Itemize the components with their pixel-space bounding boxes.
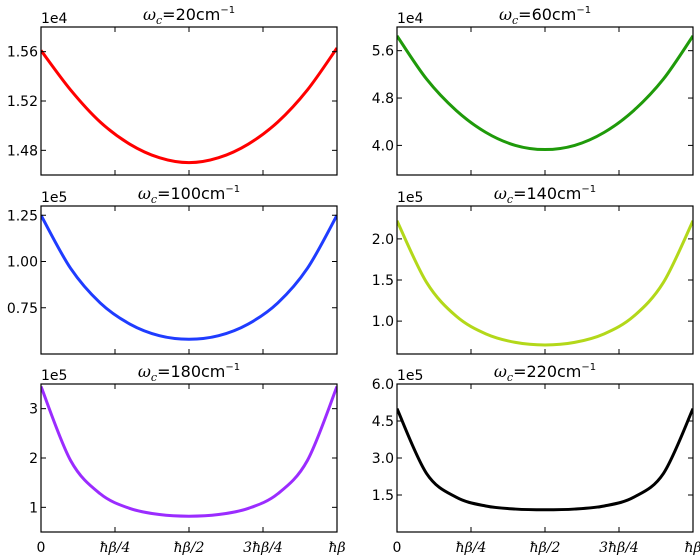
subplot-title: ωc=20cm−1 — [143, 5, 235, 27]
x-tick-label: ħβ — [328, 540, 345, 556]
title-subscript: c — [151, 371, 157, 384]
axes-frame — [396, 205, 694, 355]
y-tick-label: 2.0 — [372, 232, 394, 248]
title-symbol: ω — [494, 184, 507, 203]
y-tick-label: 1.00 — [7, 255, 38, 271]
subplot-title: ωc=140cm−1 — [494, 184, 596, 206]
title-text: =100cm — [157, 184, 225, 203]
title-subscript: c — [151, 193, 157, 206]
y-tick-label: 4.0 — [372, 138, 394, 154]
title-superscript: −1 — [220, 5, 235, 16]
data-line — [397, 408, 693, 512]
x-tick-label: 3ħβ/4 — [243, 540, 283, 556]
x-tick-label: 0 — [37, 540, 46, 556]
title-superscript: −1 — [581, 362, 596, 373]
axes-frame — [40, 26, 338, 176]
title-text: =60cm — [518, 5, 576, 24]
y-tick-label: 1.48 — [7, 143, 38, 159]
y-tick-label: 0.75 — [7, 301, 38, 317]
data-line — [41, 47, 337, 165]
data-line — [41, 214, 337, 341]
y-tick-label: 5.6 — [372, 44, 394, 60]
y-tick-label: 4.8 — [372, 91, 394, 107]
title-symbol: ω — [499, 5, 512, 24]
y-tick-label: 1.5 — [372, 488, 394, 504]
subplot-title: ωc=180cm−1 — [138, 362, 240, 384]
title-subscript: c — [507, 371, 513, 384]
x-tick-label: ħβ/4 — [456, 540, 487, 556]
y-tick-label: 3 — [29, 402, 38, 418]
y-tick-label: 1 — [29, 500, 38, 516]
subplot-title: ωc=60cm−1 — [499, 5, 591, 27]
y-tick-label: 1.56 — [7, 45, 38, 61]
title-superscript: −1 — [225, 184, 240, 195]
subplot-title: ωc=100cm−1 — [138, 184, 240, 206]
y-tick-label: 4.5 — [372, 414, 394, 430]
title-subscript: c — [507, 193, 513, 206]
title-symbol: ω — [138, 362, 151, 381]
axis-offset-label: 1e5 — [41, 190, 67, 206]
title-symbol: ω — [138, 184, 151, 203]
title-symbol: ω — [143, 5, 156, 24]
x-tick-label: ħβ/2 — [530, 540, 561, 556]
title-superscript: −1 — [576, 5, 591, 16]
y-tick-label: 1.0 — [372, 314, 394, 330]
data-line — [397, 220, 693, 347]
axis-offset-label: 1e5 — [397, 190, 423, 206]
x-tick-label: ħβ/4 — [100, 540, 131, 556]
axis-offset-label: 1e4 — [41, 11, 68, 27]
title-text: =220cm — [513, 362, 581, 381]
data-line — [397, 35, 693, 152]
x-tick-label: 0 — [393, 540, 402, 556]
y-tick-label: 2 — [29, 451, 38, 467]
y-tick-label: 1.5 — [372, 273, 394, 289]
axes-frame — [396, 26, 694, 176]
title-text: =180cm — [157, 362, 225, 381]
axis-offset-label: 1e5 — [397, 368, 423, 384]
x-tick-label: 3ħβ/4 — [599, 540, 639, 556]
title-superscript: −1 — [581, 184, 596, 195]
title-symbol: ω — [494, 362, 507, 381]
title-text: =20cm — [162, 5, 220, 24]
y-tick-label: 3.0 — [372, 451, 394, 467]
data-line — [41, 385, 337, 518]
title-text: =140cm — [513, 184, 581, 203]
title-superscript: −1 — [225, 362, 240, 373]
subplot-2: 4.0 4.8 5.6 1e4 ωc=60cm−1 — [372, 5, 694, 176]
axis-offset-label: 1e5 — [41, 368, 67, 384]
x-tick-label: ħβ — [684, 540, 700, 556]
axes-frame — [40, 205, 338, 355]
x-tick-label: ħβ/2 — [174, 540, 205, 556]
title-subscript: c — [156, 14, 162, 27]
axis-offset-label: 1e4 — [397, 11, 424, 27]
subplot-title: ωc=220cm−1 — [494, 362, 596, 384]
y-tick-label: 1.52 — [7, 94, 38, 110]
y-tick-label: 6.0 — [372, 377, 394, 393]
title-subscript: c — [512, 14, 518, 27]
axes-frame — [40, 383, 338, 533]
y-tick-label: 1.25 — [7, 208, 38, 224]
subplot-4: 1.0 1.5 2.0 1e5 ωc=140cm−1 — [372, 184, 694, 355]
subplot-1: 1.48 1.52 1.56 1e4 ωc=20cm−1 — [7, 5, 338, 176]
subplot-5: 0 ħβ/4 ħβ/2 3ħβ/4 ħβ 1 2 3 1e5 ωc=180cm−1 — [29, 362, 345, 556]
